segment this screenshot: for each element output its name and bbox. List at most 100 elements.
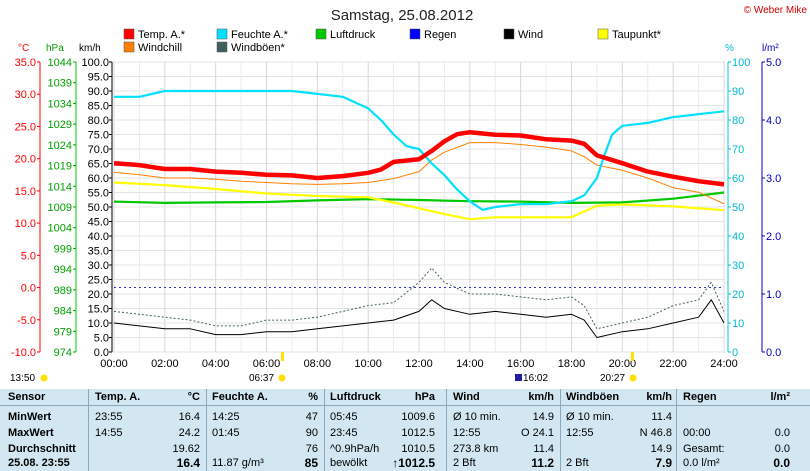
x-tick-label: 22:00 — [659, 358, 687, 370]
x-tick-label: 02:00 — [151, 358, 179, 370]
legend-swatch-wind — [503, 28, 515, 40]
stats-cell-hum-time: 01:45 — [212, 427, 240, 439]
humidity-axis-tick-label: 40 — [732, 231, 744, 243]
stats-cell-press-time: 05:45 — [330, 411, 358, 423]
stats-cell-temp-time: 14:55 — [95, 427, 123, 439]
rain-axis-tick-label: 5.0 — [766, 57, 781, 69]
legend-swatch-temp — [123, 28, 135, 40]
rain-axis-tick-label: 4.0 — [766, 115, 781, 127]
x-tick-label: 16:00 — [507, 358, 535, 370]
stats-cell-gust-label: 12:55 — [566, 427, 594, 439]
wind-axis-tick-label: 55.0 — [88, 188, 109, 200]
temp-axis-tick-label: 10.0 — [15, 218, 36, 230]
stats-cell-gust-val: 14.9 — [650, 443, 672, 455]
wind-axis-tick-label: 80.0 — [88, 115, 109, 127]
wind-axis-tick-label: 90.0 — [88, 86, 109, 98]
header-pressure: Luftdruck — [330, 391, 381, 403]
stats-cell-rain-label: 0.0 l/m² — [683, 457, 720, 469]
stats-cell-hum-val: 85 — [304, 456, 318, 470]
wind-axis-tick-label: 85.0 — [88, 101, 109, 113]
axes: 35.0 30.0 25.0 20.0 15.0 10.0 5.0 0.0 -5.0 -10.0 1… — [11, 57, 781, 370]
header-gust-unit: km/h — [646, 391, 672, 403]
rain-axis-tick-label: 3.0 — [766, 173, 781, 185]
wind-axis-tick-label: 50.0 — [88, 202, 109, 214]
wind-axis-tick-label: 40.0 — [88, 231, 109, 243]
x-tick-label: 08:00 — [304, 358, 332, 370]
pressure-axis-tick-label: 1034 — [48, 98, 72, 110]
stats-cell-hum-val: 90 — [305, 427, 318, 439]
pressure-axis-tick-label: 1019 — [48, 161, 72, 173]
header-humidity-unit: % — [308, 391, 318, 403]
sun-icon — [40, 374, 48, 382]
wind-axis-tick-label: 75.0 — [88, 130, 109, 142]
pressure-axis-tick-label: 1014 — [48, 181, 72, 193]
legend-swatch-rain — [409, 28, 421, 40]
temp-axis-tick-label: 0.0 — [21, 283, 36, 295]
stats-cell-label: 25.08. 23:55 — [8, 457, 70, 469]
humidity-unit-label: % — [725, 43, 734, 54]
statistics-table: Sensor Temp. A. °C Feuchte A. % Luftdruc… — [0, 389, 810, 471]
stats-cell-rain-label: Gesamt: — [683, 443, 725, 455]
humidity-axis-tick-label: 60 — [732, 173, 744, 185]
stats-cell-hum-val: 76 — [305, 443, 318, 455]
humidity-axis-tick-label: 30 — [732, 260, 744, 272]
humidity-axis-tick-label: 70 — [732, 144, 744, 156]
stats-cell-press-time: bewölkt — [330, 457, 368, 469]
stats-cell-wind-val: 11.2 — [531, 456, 554, 470]
pressure-axis-tick-label: 1024 — [48, 140, 72, 152]
pressure-unit-label: hPa — [46, 43, 64, 54]
legend: Temp. A.* Feuchte A.* Luftdruck Regen Wind Ta… — [123, 28, 662, 54]
stats-cell-rain-val: 0.0 — [773, 456, 790, 470]
stats-cell-gust-label: 2 Bft — [566, 457, 589, 469]
x-tick-label: 14:00 — [456, 358, 484, 370]
rain-axis-tick-label: 1.0 — [766, 289, 781, 301]
stats-col-divider — [676, 389, 677, 471]
header-wind: Wind — [453, 391, 480, 403]
series-line-wind — [113, 299, 725, 338]
wind-axis-tick-label: 15.0 — [88, 304, 109, 316]
series-line-temp — [113, 129, 725, 187]
stats-cell-temp-val: 16.4 — [176, 456, 200, 470]
legend-swatch-gust — [216, 41, 228, 53]
wind-axis-tick-label: 20.0 — [88, 289, 109, 301]
stats-col-divider — [560, 389, 561, 471]
pressure-axis-tick-label: 974 — [54, 347, 72, 359]
pressure-axis-tick-label: 999 — [54, 243, 72, 255]
time-left-label: 13:50 — [10, 373, 35, 384]
legend-swatch-windchill — [123, 41, 135, 53]
pressure-axis-tick-label: 984 — [54, 306, 72, 318]
stats-cell-temp-time: 23:55 — [95, 411, 123, 423]
temp-unit-label: °C — [18, 43, 29, 54]
x-tick-label: 10:00 — [354, 358, 382, 370]
series-layer — [113, 89, 725, 338]
stats-row: MaxWert 14:55 24.2 01:45 90 23:45 1012.5 12:55 O… — [0, 425, 810, 441]
temp-axis-tick-label: 5.0 — [21, 250, 36, 262]
sunset-sun-icon — [629, 374, 637, 382]
stats-cell-wind-label: Ø 10 min. — [453, 411, 501, 423]
header-temp-unit: °C — [187, 391, 200, 403]
humidity-axis-tick-label: 80 — [732, 115, 744, 127]
series-line-pressure — [113, 191, 725, 204]
legend-swatch-pressure — [315, 28, 327, 40]
humidity-axis-tick-label: 90 — [732, 86, 744, 98]
rain-axis-tick-label: 0.0 — [766, 347, 781, 359]
header-pressure-unit: hPa — [414, 391, 435, 403]
chart-title: Samstag, 25.08.2012 — [331, 7, 474, 24]
rain-unit-label: l/m² — [762, 43, 779, 54]
stats-col-divider — [206, 389, 207, 471]
legend-swatch-humidity — [216, 28, 228, 40]
humidity-axis-tick-label: 100 — [732, 57, 750, 69]
stats-row: MinWert 23:55 16.4 14:25 47 05:45 1009.6 Ø 10 m… — [0, 409, 810, 425]
series-line-gust — [113, 267, 725, 330]
wind-axis-tick-label: 5.0 — [94, 333, 109, 345]
wind-axis-tick-label: 70.0 — [88, 144, 109, 156]
temp-axis-tick-label: -5.0 — [17, 315, 36, 327]
stats-col-divider — [324, 389, 325, 471]
moon-icon — [515, 374, 522, 381]
stats-divider — [0, 405, 810, 406]
stats-cell-press-val: 1010.5 — [401, 443, 435, 455]
legend-label-gust: Windböen* — [231, 42, 286, 54]
stats-cell-wind-label: 2 Bft — [453, 457, 476, 469]
legend-label-temp: Temp. A.* — [138, 29, 186, 41]
sunrise-label: 06:37 — [249, 373, 274, 384]
